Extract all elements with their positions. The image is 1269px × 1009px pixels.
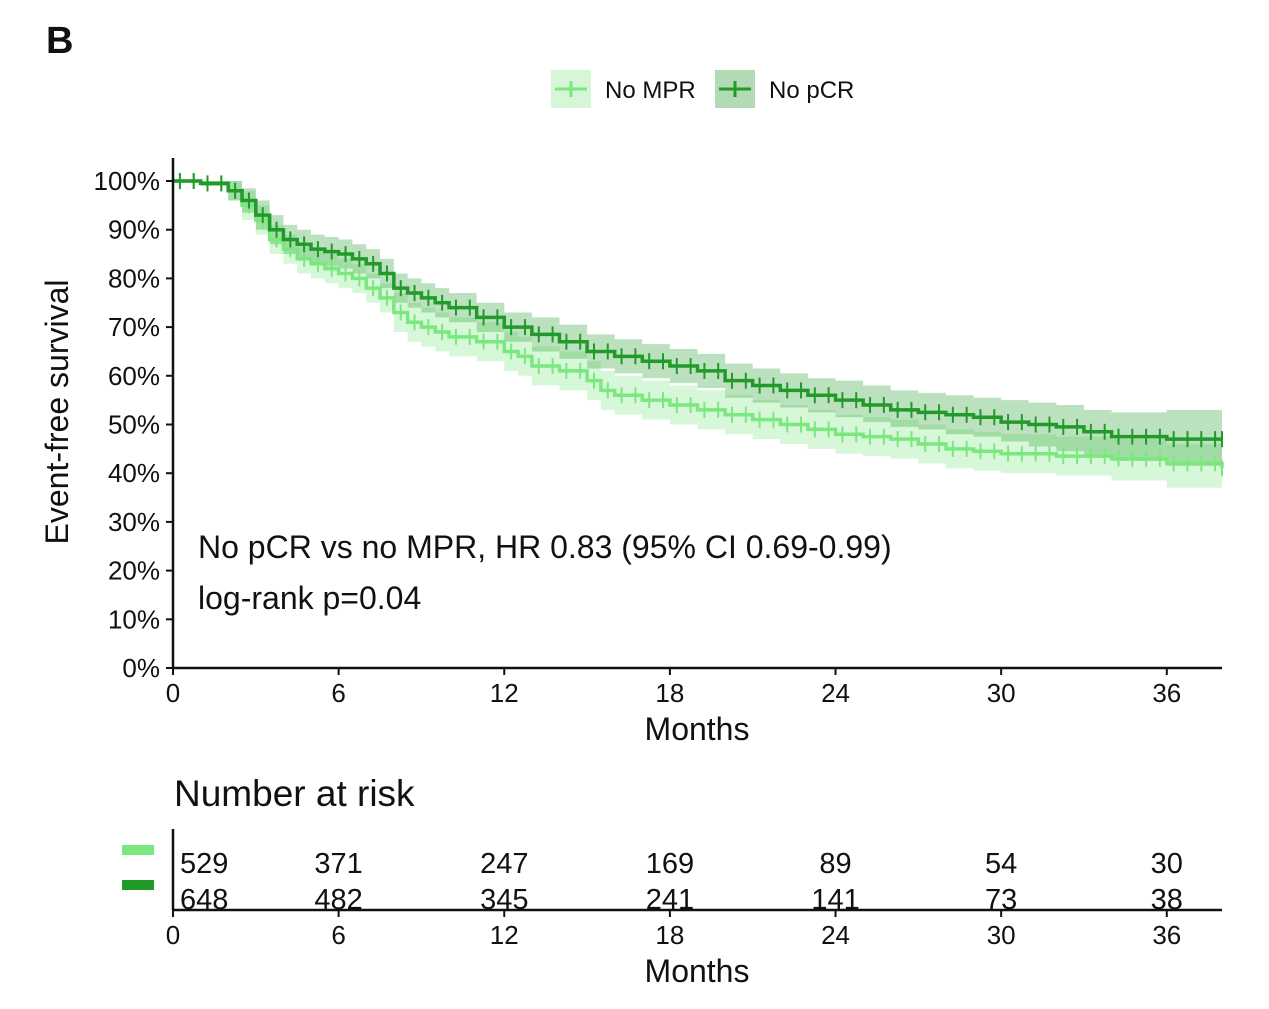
legend-label-no-mpr: No MPR: [605, 77, 696, 104]
risk-x-tick-label: 6: [331, 920, 345, 950]
y-tick-label: 50%: [108, 410, 160, 440]
plot-area: 0% 10% 20% 30% 40% 50% 60% 70% 80% 90% 100% 0 6 12 18 2…: [94, 158, 1224, 708]
risk-count-no-mpr: 169: [646, 848, 694, 880]
y-axis-label: Event-free survival: [39, 280, 75, 545]
panel-label: B: [46, 20, 73, 62]
risk-x-tick-label: 30: [987, 920, 1016, 950]
ci-band-no-mpr: [173, 181, 1222, 498]
annotation-logrank: log-rank p=0.04: [198, 580, 421, 616]
y-tick-label: 40%: [108, 458, 160, 488]
risk-count-no-mpr: 54: [985, 848, 1017, 880]
legend-label-no-pcr: No pCR: [769, 77, 854, 104]
risk-count-no-mpr: 371: [314, 848, 362, 880]
y-tick-label: 70%: [108, 312, 160, 342]
x-tick-label: 6: [331, 678, 345, 708]
y-tick-label: 10%: [108, 604, 160, 634]
y-tick-label: 60%: [108, 361, 160, 391]
risk-count-no-mpr: 89: [819, 848, 851, 880]
y-tick-label: 0%: [122, 653, 160, 683]
risk-x-axis-label: Months: [645, 953, 750, 989]
risk-x-tick-label: 12: [490, 920, 519, 950]
annotation-hr: No pCR vs no MPR, HR 0.83 (95% CI 0.69-0…: [198, 529, 892, 565]
censor-marks-no-pcr: [178, 173, 1223, 448]
x-tick-label: 12: [490, 678, 519, 708]
risk-count-no-pcr: 648: [180, 884, 228, 916]
km-curve-no-mpr: [173, 179, 1224, 469]
risk-x-tick-label: 18: [655, 920, 684, 950]
y-tick-label: 90%: [108, 215, 160, 245]
y-tick-label: 100%: [94, 166, 161, 196]
ci-band-no-pcr: [173, 181, 1222, 469]
x-tick-label: 18: [655, 678, 684, 708]
risk-x-tick-label: 0: [166, 920, 180, 950]
y-tick-label: 80%: [108, 263, 160, 293]
risk-key-no-mpr: [122, 845, 154, 855]
y-tick-label: 30%: [108, 507, 160, 537]
risk-key-no-pcr: [122, 880, 154, 890]
risk-x-tick-label: 24: [821, 920, 850, 950]
risk-count-no-mpr: 30: [1151, 848, 1183, 880]
x-tick-label: 0: [166, 678, 180, 708]
risk-x-tick-label: 36: [1152, 920, 1181, 950]
risk-table-title: Number at risk: [174, 773, 415, 814]
legend: No MPR No pCR: [551, 70, 854, 108]
x-tick-label: 24: [821, 678, 850, 708]
x-tick-label: 36: [1152, 678, 1181, 708]
x-tick-label: 30: [987, 678, 1016, 708]
risk-count-no-mpr: 247: [480, 848, 528, 880]
risk-count-no-mpr: 529: [180, 848, 228, 880]
x-axis-label: Months: [645, 711, 750, 747]
y-tick-label: 20%: [108, 556, 160, 586]
